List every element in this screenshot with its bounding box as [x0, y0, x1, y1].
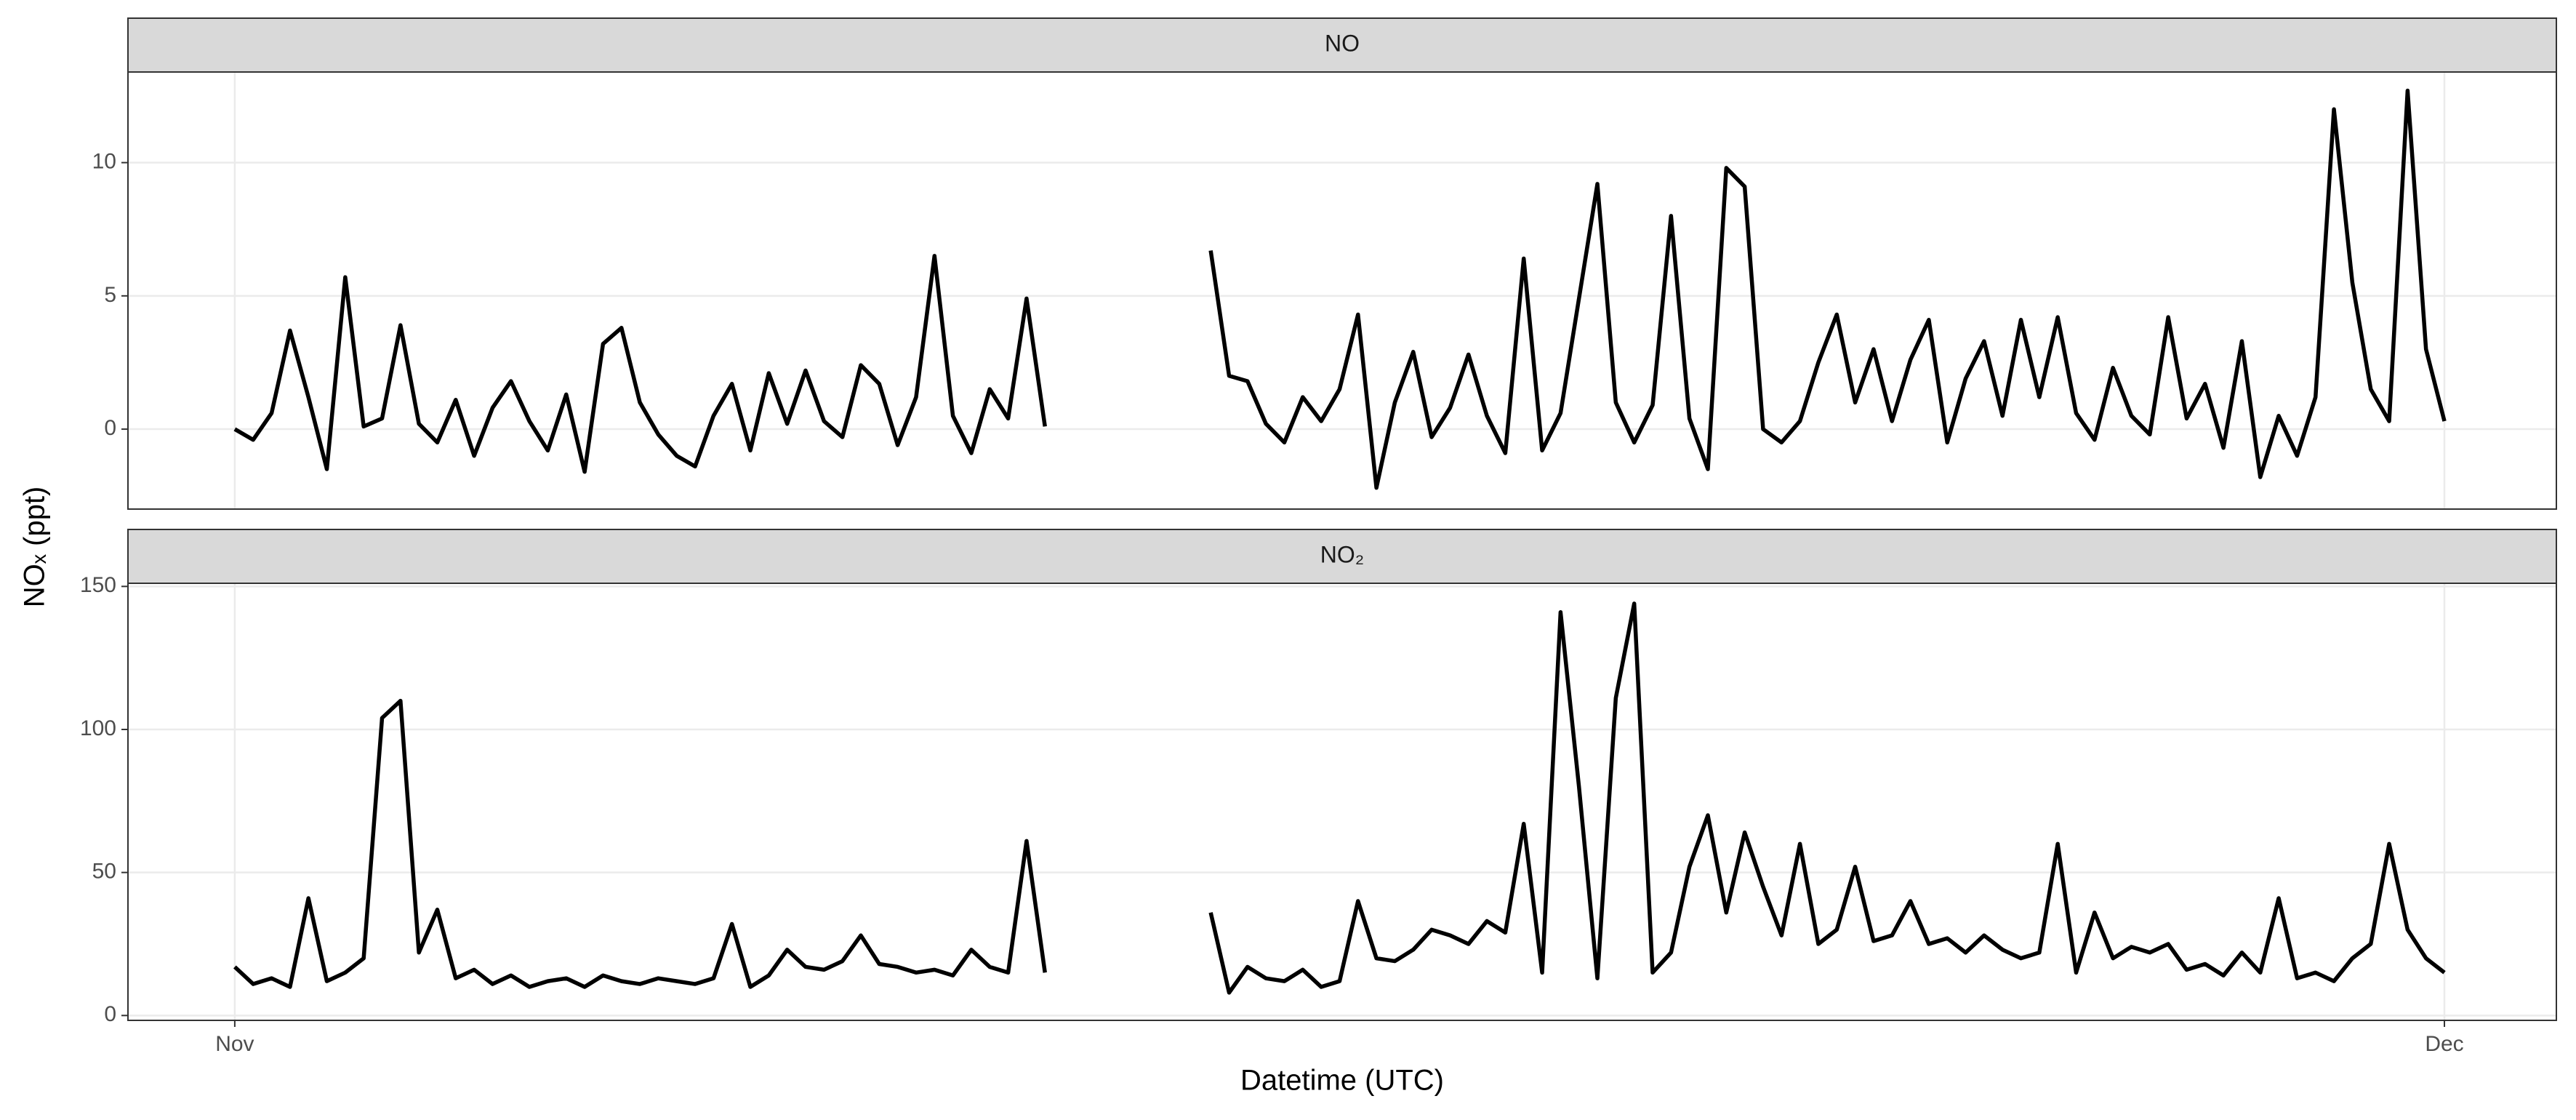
y-tick-label: 5 — [104, 283, 116, 307]
panel-border — [127, 71, 2557, 510]
y-tick-label: 150 — [80, 573, 116, 597]
line — [233, 601, 2446, 995]
y-tick-label: 0 — [104, 1002, 116, 1026]
x-tick-label: Nov — [215, 1032, 254, 1056]
facet-strip — [127, 17, 2557, 73]
y-tick-label: 0 — [104, 416, 116, 440]
facet-label: NO₂ — [1320, 541, 1364, 567]
x-axis-title: Datetime (UTC) — [1240, 1065, 1444, 1097]
y-tick-label: 100 — [80, 716, 116, 740]
y-axis-title: NOₓ (ppt) — [19, 487, 51, 607]
line — [233, 88, 2447, 490]
y-tick-label: 50 — [92, 860, 116, 884]
panel-border — [127, 583, 2557, 1021]
y-tick-label: 10 — [92, 150, 116, 174]
facet-label: NO — [1325, 30, 1360, 56]
x-tick-label: Dec — [2425, 1032, 2463, 1056]
